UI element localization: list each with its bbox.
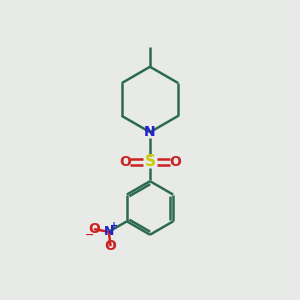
Text: −: − xyxy=(85,230,94,240)
Text: +: + xyxy=(110,221,118,231)
Text: O: O xyxy=(105,239,116,253)
Text: O: O xyxy=(119,155,131,169)
Text: N: N xyxy=(103,225,114,238)
Text: O: O xyxy=(169,155,181,169)
Text: O: O xyxy=(88,222,100,236)
Text: S: S xyxy=(145,154,155,169)
Text: N: N xyxy=(144,125,156,139)
